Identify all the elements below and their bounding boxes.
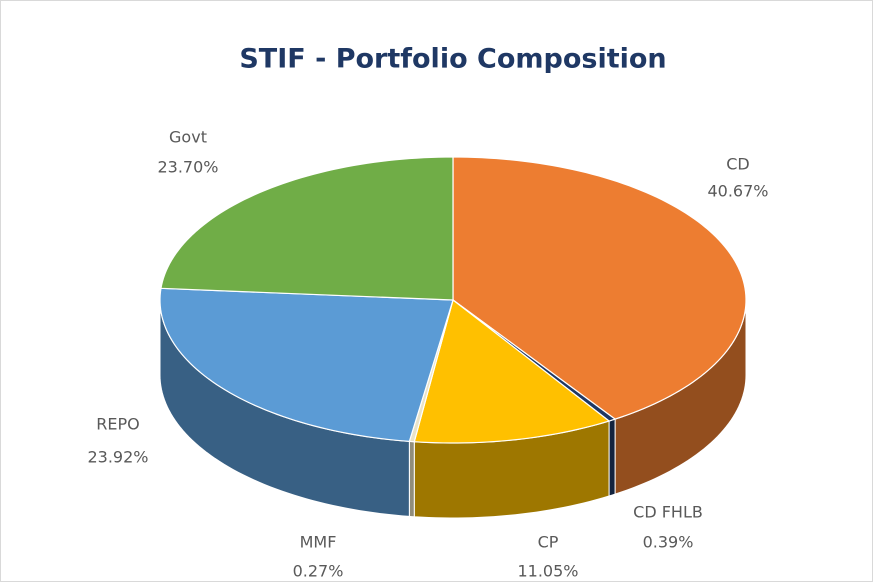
slice-label-name: REPO: [96, 415, 139, 434]
slice-label-value: 11.05%: [517, 562, 578, 581]
slice-label-value: 40.67%: [707, 182, 768, 201]
slice: [413, 298, 611, 444]
slice-label-name: Govt: [169, 128, 207, 147]
slice-label-name: CD FHLB: [633, 503, 703, 522]
slice-label-value: 23.70%: [157, 158, 218, 177]
chart-title: STIF - Portfolio Composition: [239, 44, 666, 75]
slice: [159, 287, 454, 443]
slice-label-name: CP: [538, 533, 559, 552]
slice-side: [408, 440, 415, 518]
slice-label-value: 23.92%: [87, 448, 148, 467]
slice-label-name: CD: [726, 155, 750, 174]
slice-side: [608, 418, 616, 497]
pie-tops: [159, 156, 747, 444]
slice: [160, 156, 454, 301]
slice-label-value: 0.27%: [293, 562, 344, 581]
slice-label-name: MMF: [300, 533, 337, 552]
slice-label-value: 0.39%: [643, 533, 694, 552]
